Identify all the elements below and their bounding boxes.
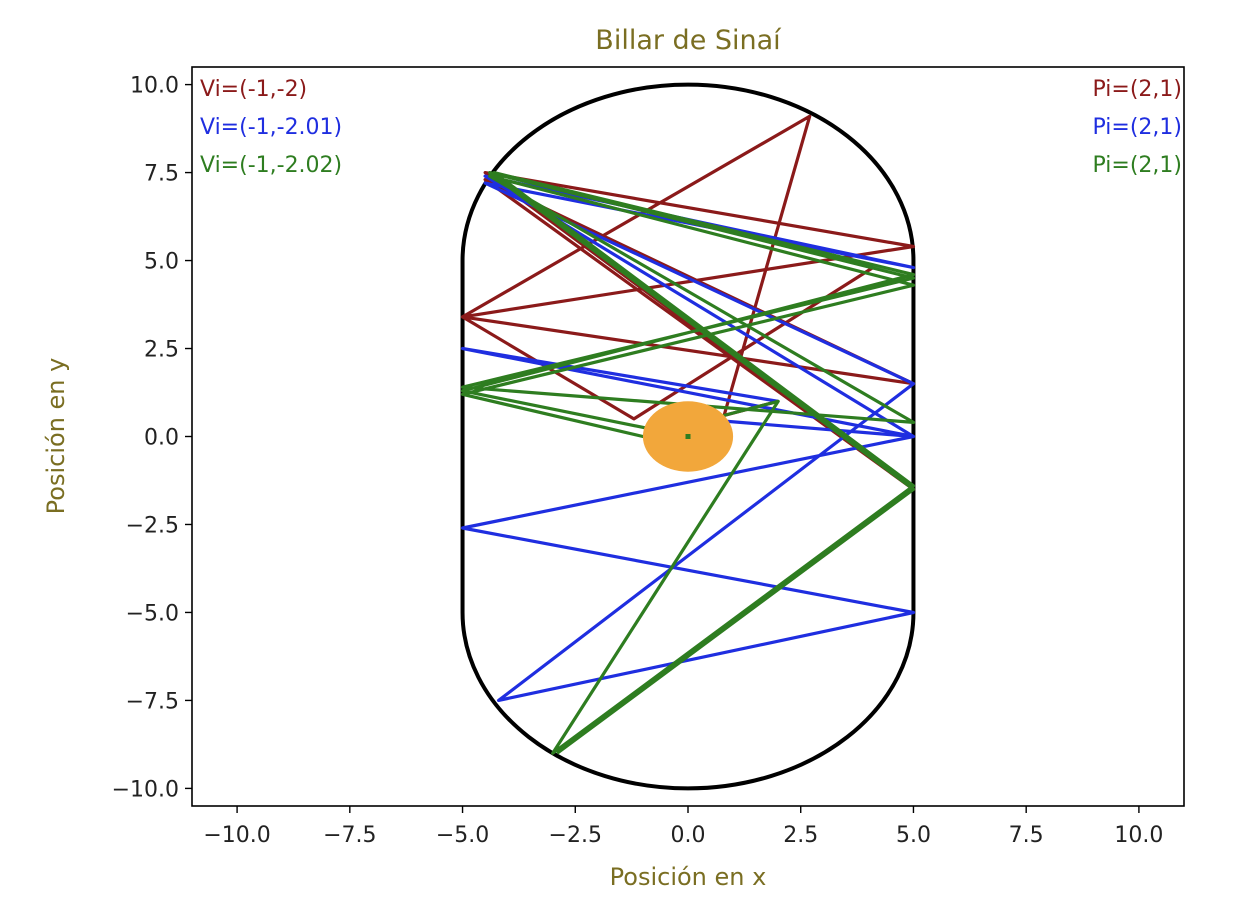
x-tick-label: −7.5 — [323, 823, 376, 848]
x-tick-label: −2.5 — [549, 823, 602, 848]
center-marker — [685, 434, 691, 439]
x-tick-label: 2.5 — [783, 823, 818, 848]
x-tick-label: 0.0 — [671, 823, 706, 848]
y-axis-label: Posición en y — [42, 358, 70, 515]
x-tick-label: 5.0 — [896, 823, 931, 848]
x-tick-label: 10.0 — [1114, 823, 1163, 848]
trajectory-series-3 — [460, 171, 916, 755]
position-annotation: Pi=(2,1) — [1093, 77, 1182, 102]
velocity-annotation: Vi=(-1,-2) — [200, 77, 307, 102]
y-tick-label: 0.0 — [144, 426, 179, 451]
velocity-annotation: Vi=(-1,-2.01) — [200, 115, 342, 140]
y-tick-label: 2.5 — [144, 338, 179, 363]
plot-area — [460, 82, 916, 791]
x-tick-label: −10.0 — [203, 823, 270, 848]
velocity-annotation: Vi=(-1,-2.02) — [200, 153, 342, 178]
y-tick-label: −10.0 — [112, 777, 179, 802]
chart-title: Billar de Sinaí — [595, 25, 782, 56]
y-tick-label: 7.5 — [144, 162, 179, 187]
x-tick-label: −5.0 — [436, 823, 489, 848]
x-axis-label: Posición en x — [610, 863, 767, 891]
y-tick-label: −5.0 — [126, 601, 179, 626]
y-tick-label: 10.0 — [130, 74, 179, 99]
x-tick-label: 7.5 — [1009, 823, 1044, 848]
y-tick-label: 5.0 — [144, 250, 179, 275]
trajectory-series-2 — [460, 174, 916, 703]
axis-ticks: −10.0 −7.5 −5.0 −2.5 0.0 2.5 5.0 7.5 10.0 −10.0 −7… — [112, 74, 1164, 848]
y-tick-label: −7.5 — [126, 689, 179, 714]
y-tick-label: −2.5 — [126, 513, 179, 538]
position-annotation: Pi=(2,1) — [1093, 153, 1182, 178]
position-annotation: Pi=(2,1) — [1093, 115, 1182, 140]
annotations: Vi=(-1,-2) Vi=(-1,-2.01) Vi=(-1,-2.02) Pi=(… — [200, 77, 1182, 178]
